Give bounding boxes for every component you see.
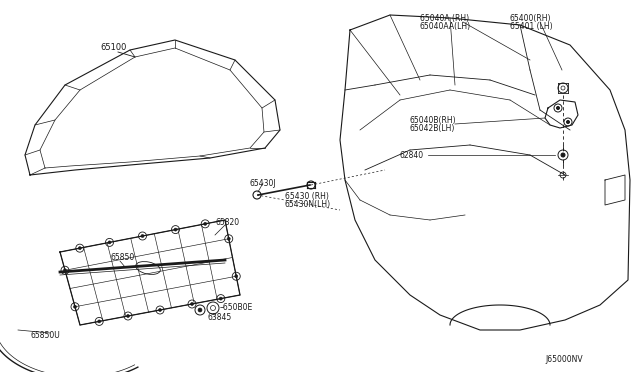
Circle shape	[74, 305, 77, 308]
Text: –650B0E: –650B0E	[220, 304, 253, 312]
Text: 62840: 62840	[400, 151, 424, 160]
Text: J65000NV: J65000NV	[545, 356, 582, 365]
Text: 65430 (RH): 65430 (RH)	[285, 192, 329, 201]
Circle shape	[204, 222, 207, 225]
Text: 65820: 65820	[215, 218, 239, 227]
Circle shape	[191, 302, 193, 305]
Circle shape	[141, 234, 144, 237]
Circle shape	[174, 228, 177, 231]
Text: 65850: 65850	[110, 253, 134, 263]
Text: 65430N(LH): 65430N(LH)	[285, 199, 331, 208]
Circle shape	[566, 121, 570, 124]
Text: 63845: 63845	[208, 314, 232, 323]
Circle shape	[198, 308, 202, 312]
Circle shape	[557, 106, 559, 109]
Circle shape	[220, 297, 222, 300]
Circle shape	[561, 153, 565, 157]
Circle shape	[159, 308, 161, 311]
Text: 65430J: 65430J	[250, 179, 276, 187]
Text: 65040AA(LH): 65040AA(LH)	[420, 22, 471, 31]
Text: 65040A (RH): 65040A (RH)	[420, 13, 469, 22]
Text: 65042B(LH): 65042B(LH)	[410, 124, 456, 132]
Circle shape	[108, 241, 111, 244]
Text: 65400(RH): 65400(RH)	[510, 13, 552, 22]
Text: 65401 (LH): 65401 (LH)	[510, 22, 552, 31]
Circle shape	[63, 269, 67, 272]
Text: 65100: 65100	[100, 42, 126, 51]
Circle shape	[78, 247, 81, 250]
Circle shape	[235, 275, 237, 278]
Circle shape	[98, 320, 100, 323]
Text: 65850U: 65850U	[30, 330, 60, 340]
Circle shape	[127, 314, 129, 317]
Circle shape	[227, 237, 230, 240]
Text: 65040B(RH): 65040B(RH)	[410, 115, 456, 125]
